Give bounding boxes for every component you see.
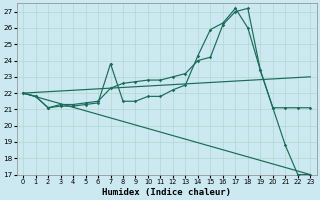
X-axis label: Humidex (Indice chaleur): Humidex (Indice chaleur) <box>102 188 231 197</box>
